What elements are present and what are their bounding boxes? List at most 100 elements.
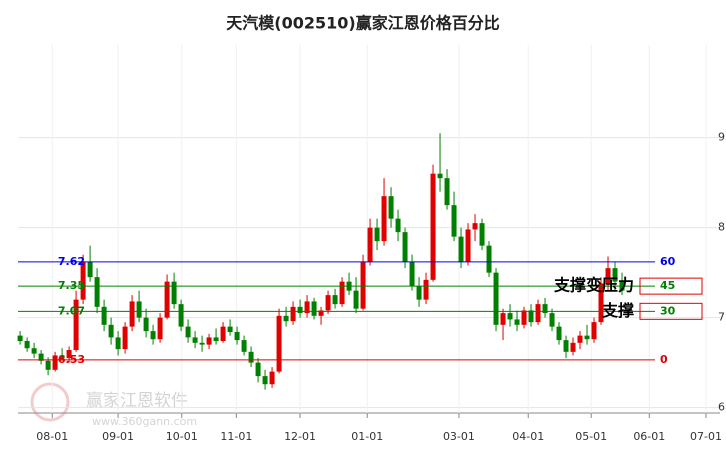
candle-body — [59, 355, 65, 359]
candle-body — [171, 281, 177, 305]
candle-body — [458, 236, 464, 262]
candle-body — [556, 326, 562, 341]
candle-body — [94, 277, 100, 307]
level-note: 支撑变压力 — [553, 276, 634, 295]
candle-body — [269, 371, 275, 385]
x-tick-label: 03-01 — [443, 430, 475, 443]
candle-body — [591, 322, 597, 340]
candle-body — [290, 306, 296, 322]
candle-body — [500, 313, 506, 325]
candle-body — [122, 326, 128, 350]
candle-body — [542, 304, 548, 314]
candle-body — [388, 196, 394, 219]
candle-body — [353, 290, 359, 309]
candle-body — [563, 340, 569, 352]
x-tick-label: 09-01 — [102, 430, 134, 443]
level-percent: 30 — [660, 304, 676, 317]
candle-body — [38, 353, 44, 361]
level-price: 6.53 — [58, 353, 85, 366]
candle-body — [227, 326, 233, 333]
candle-body — [444, 178, 450, 206]
level-price: 7.07 — [58, 304, 85, 317]
level-price: 7.62 — [58, 255, 85, 268]
plot — [17, 45, 720, 418]
candle-body — [465, 229, 471, 262]
candle-body — [493, 272, 499, 325]
watermark: 赢家江恩软件 www.360gann.com — [30, 382, 197, 428]
candle-body — [451, 205, 457, 237]
candle-body — [528, 310, 534, 323]
candle-body — [598, 283, 604, 323]
candle-body — [409, 261, 415, 287]
x-tick-label: 10-01 — [166, 430, 198, 443]
level-percent: 45 — [660, 279, 675, 292]
candle-body — [73, 299, 79, 351]
candle-body — [521, 310, 527, 325]
candle-body — [549, 313, 555, 327]
candle-body — [234, 332, 240, 341]
candle-body — [486, 245, 492, 273]
x-tick-label: 01-01 — [351, 430, 383, 443]
candle-body — [157, 317, 163, 340]
candle-body — [150, 331, 156, 340]
candle-body — [304, 301, 310, 314]
candle-body — [514, 319, 520, 325]
candle-body — [52, 355, 58, 370]
candle-body — [164, 281, 170, 318]
level-percent: 0 — [660, 353, 668, 366]
candle-body — [577, 335, 583, 343]
x-tick-label: 07-01 — [690, 430, 722, 443]
candle-body — [325, 295, 331, 311]
candle-body — [276, 315, 282, 372]
candle-body — [31, 348, 37, 354]
candle-body — [45, 360, 51, 370]
candle-body — [360, 261, 366, 309]
candle-body — [612, 268, 618, 282]
candle-body — [80, 261, 86, 300]
candle-body — [570, 342, 576, 352]
candle-body — [535, 304, 541, 323]
candle-body — [318, 310, 324, 316]
candle-body — [129, 301, 135, 327]
candle-body — [17, 335, 23, 342]
candle-body — [255, 362, 261, 377]
y-tick-label: 6 — [718, 401, 725, 414]
candle-body — [220, 326, 226, 342]
watermark-text: 赢家江恩软件 — [86, 391, 188, 411]
candle-body — [479, 223, 485, 246]
candle-body — [213, 337, 219, 342]
watermark-url: www.360gann.com — [92, 415, 197, 428]
candle-body — [402, 232, 408, 262]
candle-body — [206, 337, 212, 345]
candle-body — [136, 301, 142, 318]
candle-body — [199, 342, 205, 345]
watermark-logo — [30, 382, 70, 422]
candle-body — [66, 350, 72, 359]
note-box — [639, 277, 703, 295]
note-box — [639, 302, 703, 320]
candle-body — [115, 337, 121, 350]
candle-body — [24, 341, 30, 349]
candle-body — [262, 376, 268, 385]
level-note: 支撑 — [601, 301, 634, 320]
candle-body — [143, 317, 149, 332]
candle-body — [297, 306, 303, 314]
x-tick-label: 06-01 — [633, 430, 665, 443]
candle-body — [367, 227, 373, 262]
x-tick-label: 12-01 — [284, 430, 316, 443]
candle-body — [605, 268, 611, 284]
candle-body — [248, 351, 254, 363]
x-tick-label: 05-01 — [575, 430, 607, 443]
candle-body — [437, 173, 443, 179]
candle-body — [430, 173, 436, 280]
candle-body — [311, 301, 317, 316]
candle-body — [374, 227, 380, 242]
candle-body — [416, 286, 422, 300]
candle-body — [339, 281, 345, 305]
candle-body — [241, 340, 247, 352]
candle-body — [423, 279, 429, 300]
y-tick-label: 8 — [718, 221, 725, 234]
candle-body — [381, 196, 387, 242]
candle-body — [101, 306, 107, 325]
